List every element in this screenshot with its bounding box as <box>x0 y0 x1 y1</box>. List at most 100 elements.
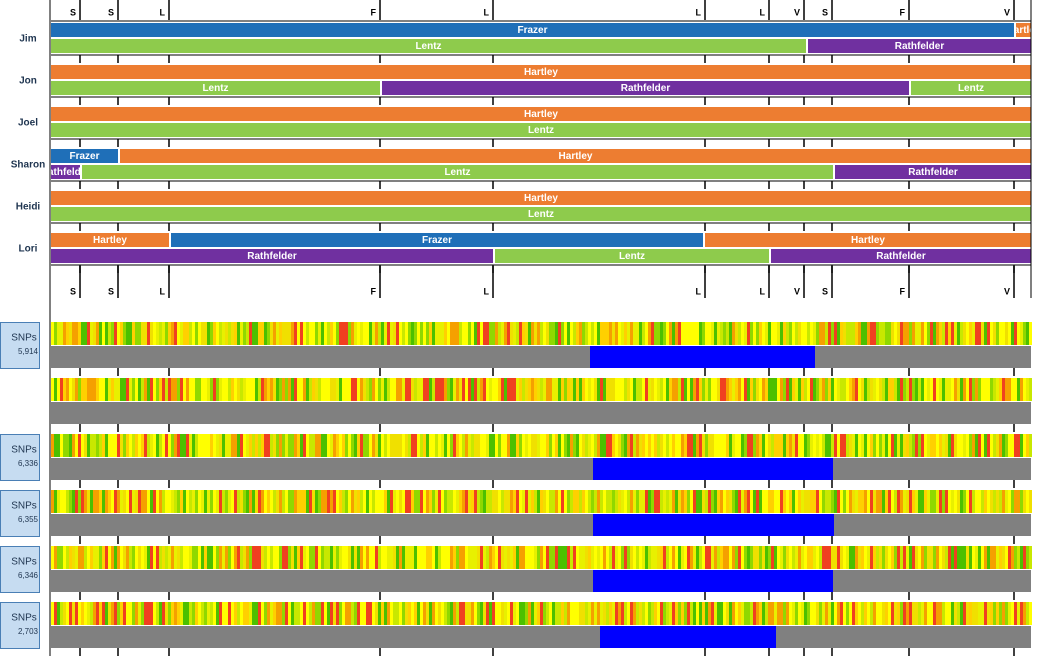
snp-stripe <box>603 602 606 625</box>
snp-stripe <box>816 490 819 513</box>
snp-stripe <box>396 602 399 625</box>
snp-stripe <box>747 546 750 569</box>
snp-stripe <box>492 546 495 569</box>
snp-stripe <box>987 546 990 569</box>
snp-stripe <box>411 434 414 457</box>
snp-stripe <box>621 434 624 457</box>
snp-stripe <box>1011 434 1014 457</box>
snp-stripe <box>867 602 870 625</box>
snp-stripe <box>285 434 288 457</box>
snp-stripe <box>897 434 900 457</box>
snp-stripe <box>507 378 510 401</box>
segment-label: Lentz <box>202 83 228 94</box>
snp-stripe <box>771 602 774 625</box>
snp-stripe <box>420 378 423 401</box>
snp-stripe <box>573 602 576 625</box>
snp-stripe <box>117 378 120 401</box>
snp-stripe <box>498 322 501 345</box>
snp-stripe <box>630 546 633 569</box>
snp-stripe <box>753 378 756 401</box>
segment-label: Frazer <box>517 25 547 36</box>
snp-stripe <box>660 378 663 401</box>
snp-stripe <box>471 434 474 457</box>
snp-stripe <box>834 434 837 457</box>
snp-stripe <box>228 322 231 345</box>
snp-stripe <box>708 378 711 401</box>
snp-stripe <box>321 434 324 457</box>
snp-stripe <box>510 378 513 401</box>
snp-stripe <box>438 322 441 345</box>
snp-stripe <box>135 378 138 401</box>
snp-stripe <box>531 490 534 513</box>
snp-stripe <box>345 322 348 345</box>
snp-stripe <box>177 434 180 457</box>
snp-stripe <box>417 546 420 569</box>
snp-stripe <box>147 490 150 513</box>
snp-stripe <box>354 378 357 401</box>
snp-stripe <box>249 602 252 625</box>
snp-stripe <box>696 434 699 457</box>
snp-stripe <box>990 322 993 345</box>
snp-stripe <box>87 546 90 569</box>
snp-stripe <box>405 378 408 401</box>
snp-stripe <box>990 602 993 625</box>
snp-stripe <box>519 434 522 457</box>
snp-stripe <box>1020 490 1023 513</box>
snp-stripe <box>558 490 561 513</box>
segment-label: Rathfelder <box>908 167 958 178</box>
snp-stripe <box>798 378 801 401</box>
snp-stripe <box>81 602 84 625</box>
snp-stripe <box>150 378 153 401</box>
snp-stripe <box>225 434 228 457</box>
snp-stripe <box>411 322 414 345</box>
snp-stripe <box>174 322 177 345</box>
snp-stripe <box>921 434 924 457</box>
snp-stripe <box>969 602 972 625</box>
haplotype-segment <box>51 107 1031 121</box>
snp-stripe <box>165 322 168 345</box>
snp-stripe <box>594 546 597 569</box>
track-bar <box>51 514 1031 536</box>
snp-stripe <box>921 322 924 345</box>
snp-stripe <box>918 602 921 625</box>
snp-stripe <box>66 602 69 625</box>
snp-stripe <box>774 378 777 401</box>
snp-stripe <box>534 378 537 401</box>
snp-stripe <box>870 602 873 625</box>
snp-stripe <box>909 602 912 625</box>
snp-label: SNPs <box>11 557 37 568</box>
snp-stripe <box>897 322 900 345</box>
snp-stripe <box>342 546 345 569</box>
snp-stripe <box>174 490 177 513</box>
snp-stripe <box>855 322 858 345</box>
snp-stripe <box>201 602 204 625</box>
snp-stripe <box>813 378 816 401</box>
snp-stripe <box>798 490 801 513</box>
snp-stripe <box>360 322 363 345</box>
snp-stripe <box>762 546 765 569</box>
snp-stripe <box>870 490 873 513</box>
snp-stripe <box>966 602 969 625</box>
snp-stripe <box>531 322 534 345</box>
snp-stripe <box>495 490 498 513</box>
snp-stripe <box>261 378 264 401</box>
snp-stripe <box>96 322 99 345</box>
snp-stripe <box>858 602 861 625</box>
snp-stripe <box>522 546 525 569</box>
snp-stripe <box>801 322 804 345</box>
snp-stripe <box>789 434 792 457</box>
snp-stripe <box>546 490 549 513</box>
snp-stripe <box>897 546 900 569</box>
snp-stripe <box>432 434 435 457</box>
snp-stripe <box>309 378 312 401</box>
snp-stripe <box>285 490 288 513</box>
snp-stripe <box>966 546 969 569</box>
snp-stripe <box>504 490 507 513</box>
snp-stripe <box>192 602 195 625</box>
snp-stripe <box>189 546 192 569</box>
snp-stripe <box>486 322 489 345</box>
snp-stripe <box>243 602 246 625</box>
snp-stripe <box>666 546 669 569</box>
snp-stripe <box>927 490 930 513</box>
snp-stripe <box>300 378 303 401</box>
